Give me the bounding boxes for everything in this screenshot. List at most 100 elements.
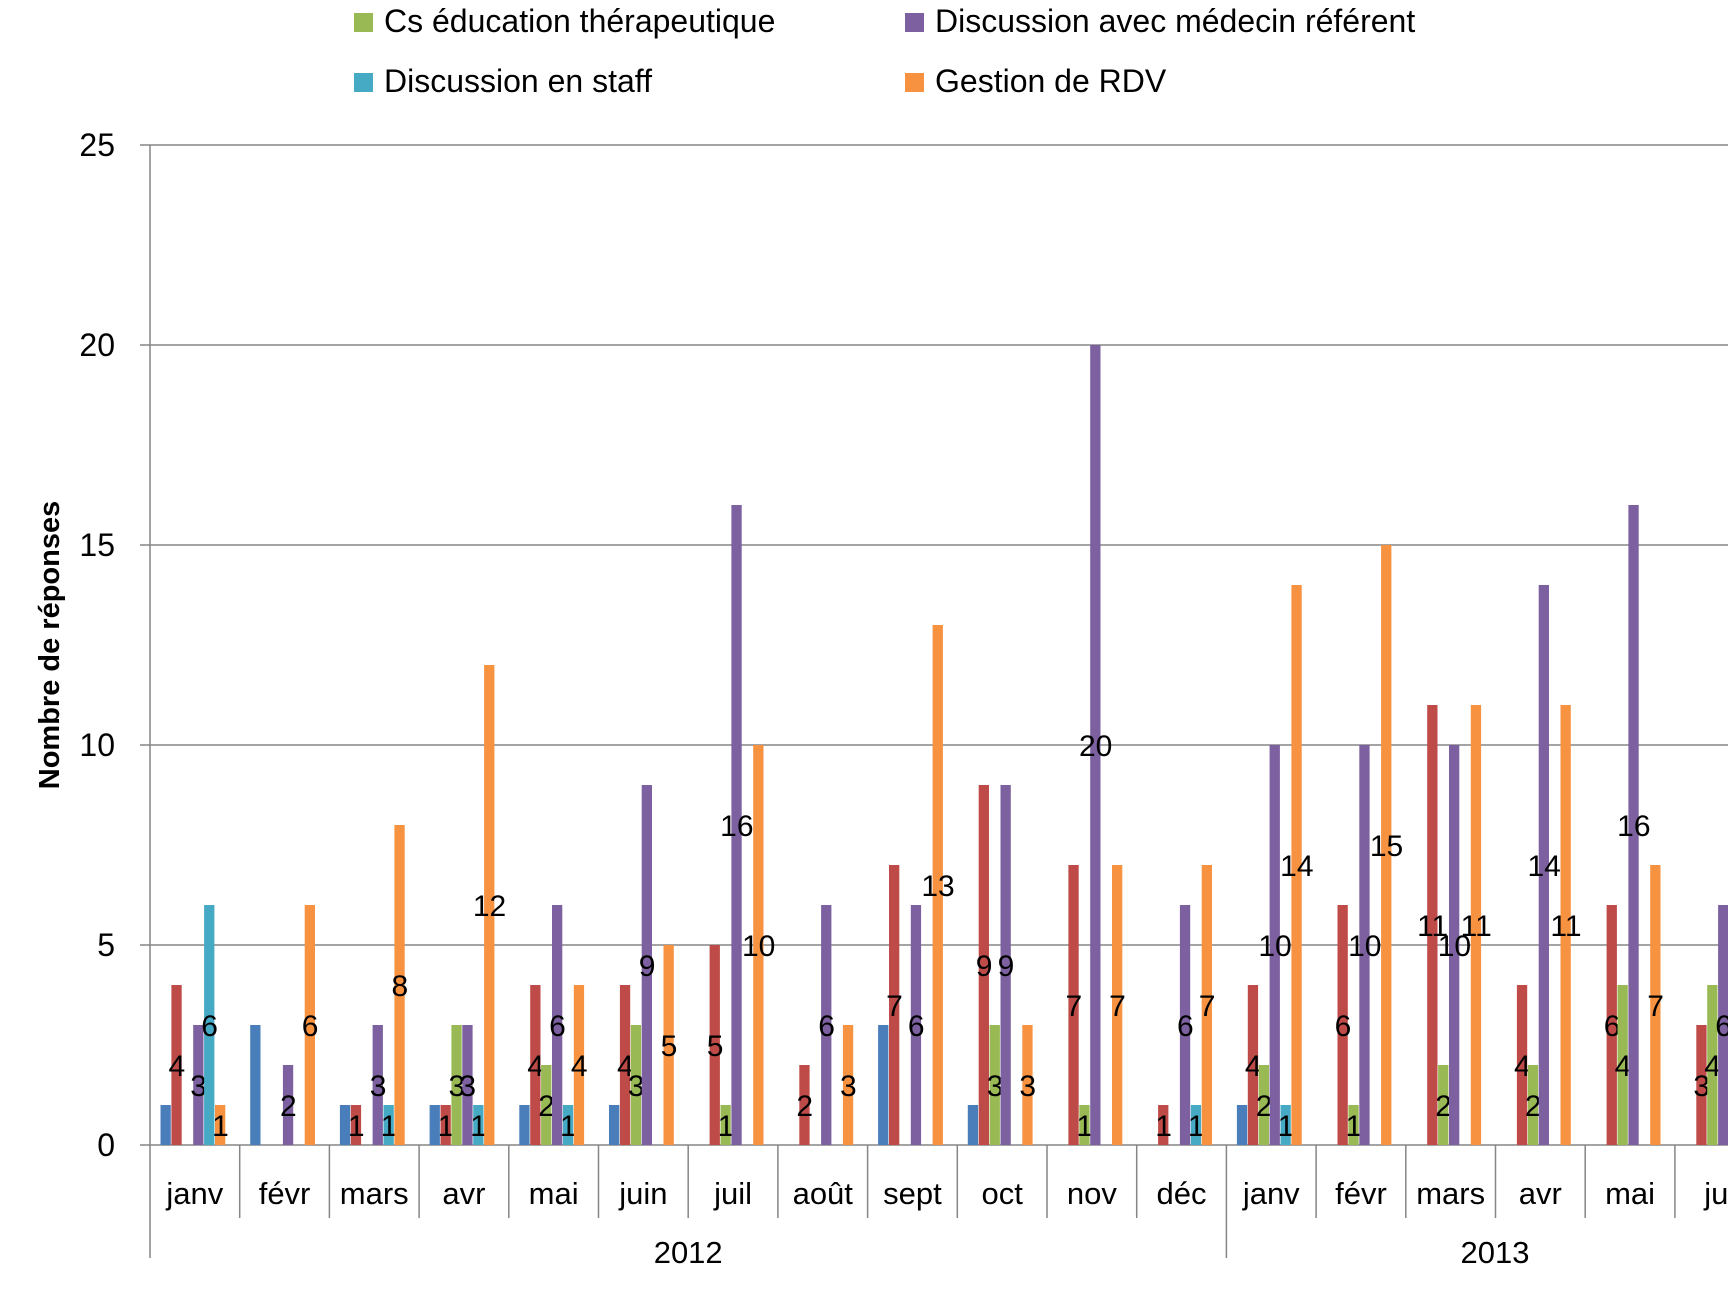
bar — [1438, 1065, 1449, 1145]
data-label: 1 — [560, 1110, 577, 1143]
bar — [1291, 585, 1302, 1145]
bar — [1527, 1065, 1539, 1145]
bar — [1707, 985, 1718, 1145]
bar — [1337, 905, 1348, 1145]
x-category-label: août — [793, 1176, 854, 1211]
data-label: 2 — [1525, 1090, 1542, 1123]
bar — [394, 825, 405, 1145]
data-label: 6 — [1177, 1010, 1194, 1043]
data-label: 3 — [840, 1070, 857, 1103]
bar — [462, 1025, 473, 1145]
bar — [304, 905, 315, 1145]
bar — [967, 1105, 979, 1145]
data-label: 6 — [549, 1010, 566, 1043]
data-label: 11 — [1550, 910, 1581, 943]
data-label: 1 — [1155, 1110, 1172, 1143]
bar — [989, 1025, 1000, 1145]
bar — [1068, 865, 1079, 1145]
data-label: 3 — [370, 1070, 387, 1103]
bar — [451, 1025, 462, 1145]
bar — [878, 1025, 889, 1145]
data-label: 11 — [1461, 910, 1492, 943]
bar — [663, 945, 674, 1145]
data-label: 13 — [921, 870, 954, 903]
data-label: 3 — [459, 1070, 476, 1103]
data-label: 6 — [818, 1010, 835, 1043]
x-category-label: jui — [1703, 1176, 1728, 1211]
x-group-label: 2012 — [654, 1235, 723, 1270]
data-label: 10 — [1438, 930, 1471, 963]
data-label: 6 — [1335, 1010, 1352, 1043]
x-category-label: mai — [529, 1176, 579, 1211]
data-label: 14 — [1527, 850, 1560, 883]
data-label: 3 — [1019, 1070, 1036, 1103]
data-label: 4 — [1704, 1050, 1721, 1083]
legend-swatch — [905, 13, 924, 32]
bar — [720, 1105, 731, 1145]
data-label: 4 — [571, 1050, 588, 1083]
bar — [530, 985, 541, 1145]
data-label: 7 — [1066, 990, 1083, 1023]
bar — [1516, 985, 1528, 1145]
data-label: 4 — [1615, 1050, 1632, 1083]
bar — [1470, 705, 1482, 1145]
data-label: 7 — [1109, 990, 1126, 1023]
data-label: 1 — [1188, 1110, 1205, 1143]
data-label: 1 — [718, 1110, 735, 1143]
data-label: 2 — [538, 1090, 555, 1123]
data-label: 1 — [1278, 1110, 1295, 1143]
bar — [842, 1025, 854, 1145]
bar — [339, 1105, 351, 1145]
bar — [519, 1105, 530, 1145]
data-label: 3 — [628, 1070, 645, 1103]
bar — [1359, 745, 1370, 1145]
data-label: 15 — [1370, 830, 1403, 863]
data-label: 9 — [639, 950, 656, 983]
bar — [630, 1025, 642, 1145]
data-label: 1 — [470, 1110, 487, 1143]
data-label: 1 — [348, 1110, 365, 1143]
bar — [1650, 865, 1661, 1145]
bar — [1427, 705, 1438, 1145]
x-category-label: avr — [442, 1176, 485, 1211]
data-label: 7 — [886, 990, 903, 1023]
x-category-label: févr — [259, 1176, 311, 1211]
bar — [910, 905, 922, 1145]
data-label: 10 — [1348, 930, 1381, 963]
bar — [932, 625, 943, 1145]
bar — [204, 905, 215, 1145]
bar — [372, 1025, 383, 1145]
data-label: 20 — [1079, 730, 1112, 763]
bar — [889, 865, 900, 1145]
x-group-label: 2013 — [1461, 1235, 1530, 1270]
bar — [484, 665, 495, 1145]
data-label: 1 — [212, 1110, 229, 1143]
bar — [573, 985, 585, 1145]
y-tick-label: 10 — [79, 727, 115, 763]
bar — [1247, 985, 1259, 1145]
y-tick-label: 0 — [97, 1127, 115, 1163]
bar — [709, 945, 720, 1145]
bar — [1000, 785, 1011, 1145]
bar — [1236, 1105, 1248, 1145]
y-tick-label: 15 — [79, 527, 115, 563]
bar — [753, 745, 764, 1145]
bar — [609, 1105, 620, 1145]
data-label: 6 — [908, 1010, 925, 1043]
data-label: 4 — [1245, 1050, 1262, 1083]
y-axis-label: Nombre de réponses — [34, 501, 66, 789]
bar — [562, 1105, 574, 1145]
bar — [552, 905, 563, 1145]
data-label: 4 — [169, 1050, 186, 1083]
x-category-label: janv — [1242, 1176, 1300, 1211]
data-label: 16 — [720, 810, 753, 843]
bar — [1269, 745, 1280, 1145]
x-category-label: avr — [1519, 1176, 1562, 1211]
data-label: 3 — [190, 1070, 207, 1103]
bar — [1079, 1105, 1090, 1145]
x-category-label: mars — [340, 1176, 409, 1211]
x-category-label: mars — [1416, 1176, 1485, 1211]
bar — [1022, 1025, 1033, 1145]
data-label: 1 — [438, 1110, 455, 1143]
